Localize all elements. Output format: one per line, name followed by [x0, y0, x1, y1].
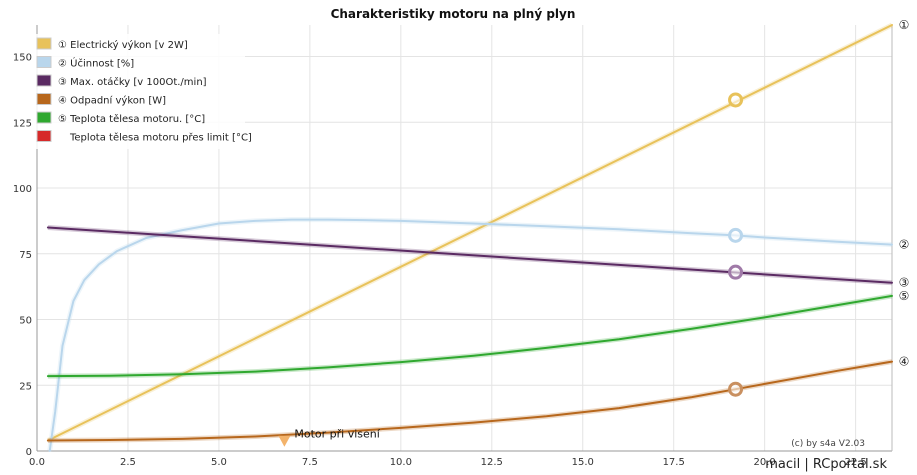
y-tick-label: 100: [13, 184, 32, 195]
legend[interactable]: ① Electrický výkon [v 2W] ② Účinnost [%] ③…: [33, 34, 252, 149]
legend-label[interactable]: ① Electrický výkon [v 2W]: [58, 39, 188, 51]
series-end-label: ②: [899, 238, 910, 252]
legend-swatch[interactable]: [36, 93, 52, 105]
hover-marker-icon: [278, 435, 291, 447]
x-tick-label: 0.0: [29, 457, 45, 468]
series-layer: ① ② ③ ④ ⑤: [46, 18, 910, 452]
x-tick-label: 22.5: [844, 457, 866, 468]
data-marker: [728, 264, 744, 280]
series-end-label: ③: [899, 276, 910, 290]
x-tick-label: 12.5: [481, 457, 503, 468]
legend-label[interactable]: Teplota tělesa motoru přes limit [°C]: [69, 132, 252, 144]
legend-swatch[interactable]: [36, 37, 52, 50]
x-tick-label: 10.0: [390, 457, 412, 468]
series-line: [46, 24, 893, 442]
footer-credit: macil | RCportal.sk: [765, 457, 887, 472]
x-tick-label: 20.0: [754, 457, 776, 468]
chart-credit: (c) by s4a V2.03: [791, 439, 865, 449]
annotations: Motor při visení (c) by s4a V2.03: [278, 428, 865, 449]
legend-label[interactable]: ④ Odpadní výkon [W]: [58, 95, 166, 107]
y-tick-label: 75: [19, 250, 32, 261]
y-tick-label: 50: [19, 316, 32, 327]
y-tick-label: 25: [19, 381, 32, 392]
series-line: [46, 360, 893, 442]
chart-title: Charakteristiky motoru na plný plyn: [331, 7, 576, 21]
legend-swatch[interactable]: [36, 74, 52, 87]
x-tick-label: 2.5: [120, 457, 136, 468]
x-tick-label: 5.0: [211, 457, 227, 468]
legend-background: [33, 34, 245, 149]
series-line: [46, 294, 893, 378]
legend-swatch[interactable]: [36, 130, 52, 142]
series-line: [48, 218, 893, 452]
legend-label[interactable]: ③ Max. otáčky [v 100Ot./min]: [58, 76, 207, 88]
series-line-glow: [47, 293, 893, 379]
y-tick-label: 0: [26, 447, 32, 458]
data-marker: [728, 381, 744, 397]
legend-swatch[interactable]: [36, 56, 52, 68]
legend-label[interactable]: ⑤ Teplota tělesa motoru. [°C]: [58, 113, 205, 125]
series-end-label: ①: [899, 18, 910, 32]
series-end-label: ⑤: [899, 289, 910, 303]
data-marker: [728, 227, 744, 243]
data-marker: [728, 92, 744, 108]
series-end-label: ④: [899, 355, 910, 369]
annotation-hover-label: Motor při visení: [294, 428, 380, 441]
legend-label[interactable]: ② Účinnost [%]: [58, 57, 134, 70]
series-line: [46, 226, 893, 284]
y-tick-label: 125: [13, 118, 32, 129]
x-tick-label: 15.0: [572, 457, 594, 468]
x-tick-label: 17.5: [663, 457, 685, 468]
legend-swatch[interactable]: [36, 111, 52, 124]
x-tick-label: 7.5: [302, 457, 318, 468]
y-tick-label: 150: [13, 53, 32, 64]
